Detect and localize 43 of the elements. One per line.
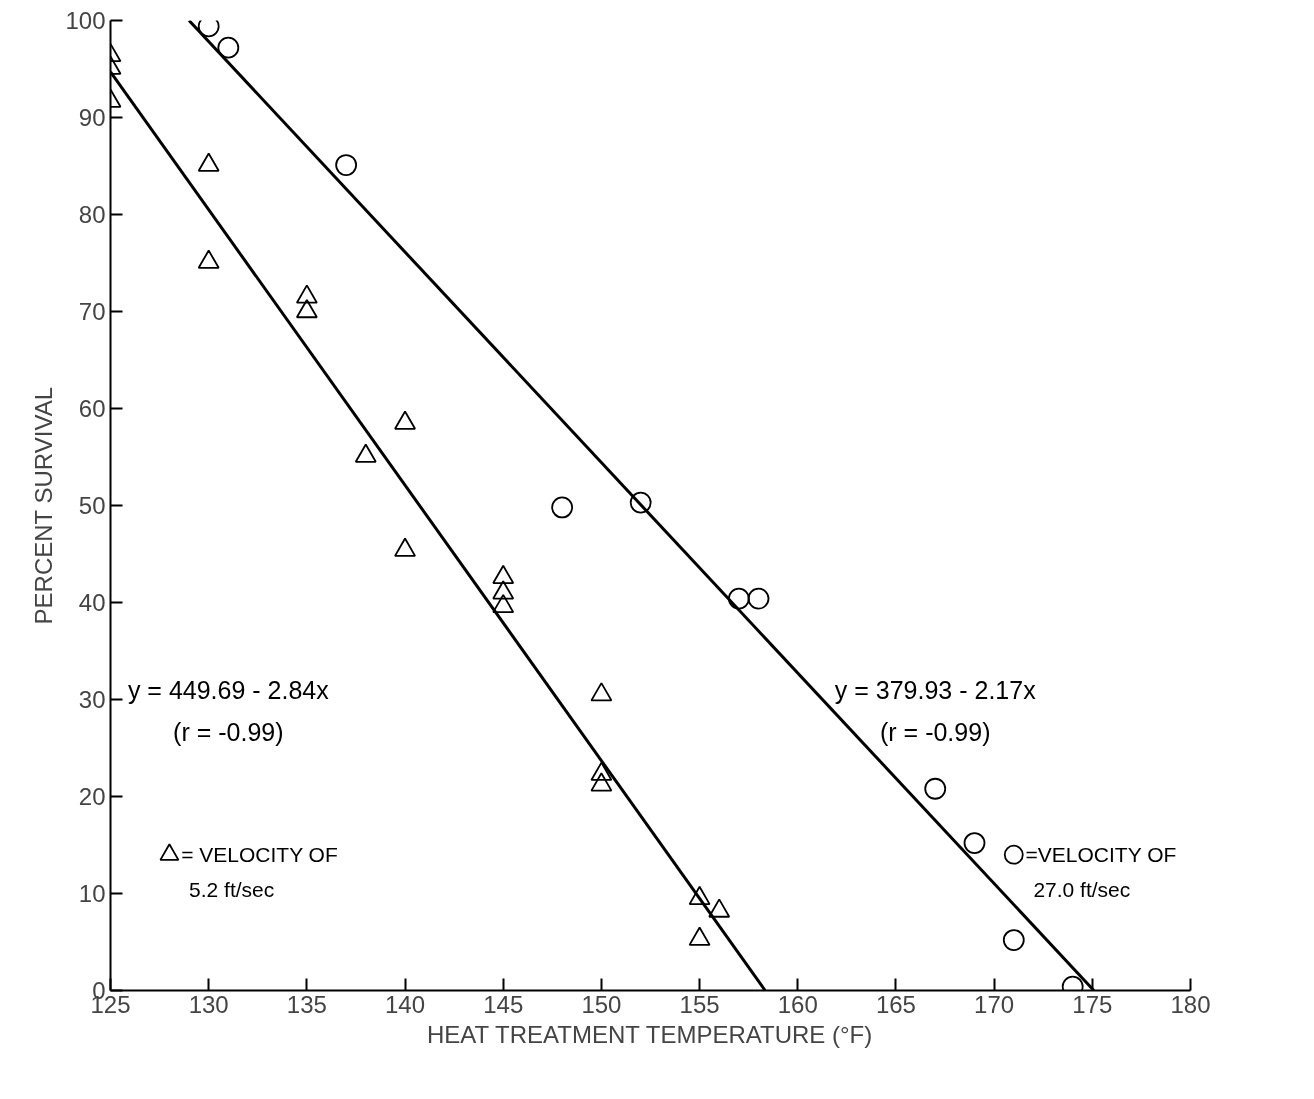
x-tick-label: 180 xyxy=(1170,990,1211,1018)
y-tick-label: 30 xyxy=(78,686,106,713)
point xyxy=(688,926,711,946)
y-tick-label: 80 xyxy=(78,201,106,228)
point xyxy=(197,249,220,269)
legend-label: =VELOCITY OF 27.0 ft/sec xyxy=(1025,843,1177,902)
point xyxy=(295,284,318,304)
legend-label: = VELOCITY OF 5.2 ft/sec xyxy=(181,843,338,902)
point xyxy=(688,885,711,906)
y-tick-label: 40 xyxy=(78,589,106,616)
x-tick-label: 165 xyxy=(875,990,916,1018)
point xyxy=(394,410,416,430)
x-tick-label: 155 xyxy=(679,990,720,1018)
y-tick-label: 100 xyxy=(65,7,106,34)
x-tick-label: 160 xyxy=(777,990,818,1018)
annotation: y = 449.69 - 2.84x (r = -0.99) xyxy=(127,675,330,746)
y-tick-label: 60 xyxy=(78,395,106,422)
annotation: y = 379.93 - 2.17x (r = -0.99) xyxy=(834,675,1037,746)
point xyxy=(492,580,515,600)
point xyxy=(197,152,220,172)
y-tick-label: 50 xyxy=(78,492,106,519)
x-tick-label: 140 xyxy=(385,990,426,1018)
point xyxy=(590,772,613,792)
y-tick-label: 20 xyxy=(78,783,106,810)
point xyxy=(394,537,416,557)
point xyxy=(708,898,731,918)
point xyxy=(295,299,318,319)
y-axis-title: PERCENT SURVIVAL xyxy=(30,387,58,625)
point xyxy=(590,761,613,781)
x-tick-label: 170 xyxy=(974,990,1015,1018)
y-tick-label: 90 xyxy=(78,104,106,131)
x-tick-label: 145 xyxy=(483,990,524,1018)
point xyxy=(492,593,515,614)
y-tick-label: 70 xyxy=(78,298,106,325)
point xyxy=(492,564,515,584)
x-tick-label: 150 xyxy=(581,990,622,1018)
x-tick-label: 175 xyxy=(1072,990,1113,1018)
x-tick-label: 135 xyxy=(286,990,327,1018)
x-tick-label: 130 xyxy=(188,990,229,1018)
point xyxy=(354,443,377,463)
x-axis-title: HEAT TREATMENT TEMPERATURE (°F) xyxy=(427,1020,873,1048)
y-tick-label: 10 xyxy=(78,880,106,907)
point xyxy=(590,682,613,702)
